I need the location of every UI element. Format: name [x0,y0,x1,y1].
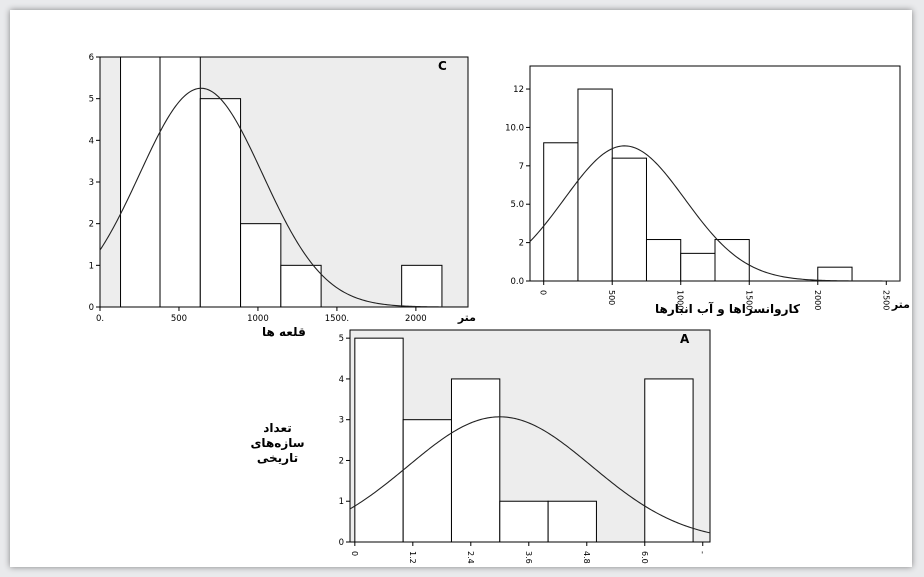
chart-b-xtick-label-3: 1500 [744,290,753,310]
chart-b-xlabel: کاروانسراها و آب انبارها [655,302,801,316]
chart-b-ytick-label-1: 2 [519,239,524,249]
chart-c-bar-4 [240,223,282,307]
chart-c-xtick-label-1: 500 [171,314,187,324]
chart-b-unit-label: متر [891,298,910,311]
chart-a-bar-3 [450,378,501,542]
chart-c-histogram: 0 1 2 3 4 5 6 0. 500 1000 1500. 2000 C متر قلعه ها [88,53,488,340]
figure-frame: 0 1 2 3 4 5 6 0. 500 1000 1500. 2000 C متر قلعه ها 0.… [10,10,912,567]
chart-b-xtick-label-1: 500 [607,290,616,305]
chart-b-marks [530,88,900,281]
chart-b-xtick-label-2: 1000 [676,290,685,310]
chart-a-ylabel-line-3: تاریخی [256,451,299,465]
chart-a-xtick-label-6: - [698,551,707,554]
chart-a-ylabel-line-1: تعداد [263,421,292,435]
chart-c-xlabel: قلعه ها [262,325,306,339]
chart-a-panel-letter: A [680,332,690,346]
chart-b-bar-2 [577,88,613,281]
chart-a-normal-curve [350,416,710,534]
chart-c-ytick-label-0: 0 [89,303,94,313]
chart-c-xtick-label-3: 1500. [325,314,349,324]
chart-c-xtick-label-4: 2000 [405,314,427,324]
chart-b-ytick-label-4: 10.0 [505,123,524,133]
chart-a-histogram: 0 1 2 3 4 5 0 1.2 2.4 3.6 4.8 6.0 - A تعداد سازه‌های … [250,328,720,564]
chart-a-bar-5 [547,500,597,542]
chart-c-ytick-label-3: 3 [89,178,94,188]
chart-c-panel-letter: C [438,59,447,73]
chart-a-xtick-label-0: 0 [350,551,359,556]
chart-b-bar-6 [714,239,750,281]
chart-c-bar-3 [199,98,242,307]
chart-a-ytick-label-5: 5 [339,334,344,344]
chart-a-ytick-label-1: 1 [339,497,344,507]
chart-a-xtick-label-5: 6.0 [640,551,649,564]
chart-c-bar-6 [401,264,443,307]
chart-a-bar-6 [644,378,694,542]
chart-b-xtick-label-0: 0 [539,290,548,295]
chart-c-bar-1 [120,57,161,307]
chart-c-xtick-label-0: 0. [96,314,104,324]
chart-b-ytick-label-0: 0.0 [510,277,524,287]
chart-a-marks [350,337,710,542]
chart-c-unit-label: متر [457,311,476,324]
chart-c-plot: 0 1 2 3 4 5 6 0. 500 1000 1500. 2000 C متر [89,53,476,324]
chart-c-ytick-label-5: 5 [89,95,94,105]
chart-b-ytick-label-3: 7 [519,162,524,172]
chart-b-xtick-label-5: 2500 [881,290,890,310]
chart-a-xtick-label-1: 1.2 [408,551,417,564]
chart-a-ylabel: تعداد سازه‌های تاریخی [250,421,305,466]
chart-b-histogram: 0.0 2 5.0 7 10.0 12 0 500 1000 1500 2000 2500 متر کا… [500,60,910,330]
chart-a-ytick-label-3: 3 [339,416,344,426]
chart-c-normal-curve [100,87,468,307]
chart-a-xtick-label-4: 4.8 [582,551,591,564]
chart-c-marks [100,57,468,307]
chart-a-ytick-label-4: 4 [339,375,344,385]
chart-a-ytick-label-2: 2 [339,456,344,466]
chart-c-ytick-label-4: 4 [89,136,94,146]
chart-b-ytick-label-2: 5.0 [510,200,524,210]
chart-b-plot: 0.0 2 5.0 7 10.0 12 0 500 1000 1500 2000 2500 متر [505,65,910,311]
chart-b-bar-7 [817,266,853,281]
chart-b-bar-1 [543,142,579,281]
chart-b-normal-curve [530,145,900,281]
chart-a-ytick-label-0: 0 [339,538,344,548]
chart-b-bar-4 [645,239,682,281]
chart-c-ytick-label-2: 2 [89,220,94,230]
chart-b-ytick-label-5: 12 [513,85,524,95]
chart-a-bar-1 [354,337,404,542]
chart-b-bar-3 [611,157,647,281]
chart-b-bar-5 [680,252,716,281]
chart-c-xtick-label-2: 1000 [247,314,269,324]
chart-a-bar-4 [499,500,549,542]
chart-c-ytick-label-1: 1 [89,261,94,271]
chart-a-ylabel-line-2: سازه‌های [250,436,305,450]
chart-c-ytick-label-6: 6 [89,53,94,63]
chart-c-bar-2 [159,57,201,307]
chart-a-plot: 0 1 2 3 4 5 0 1.2 2.4 3.6 4.8 6.0 - A [339,329,711,564]
chart-a-xtick-label-3: 3.6 [524,551,533,564]
chart-a-xtick-label-2: 2.4 [466,551,475,564]
chart-c-bar-5 [280,264,322,307]
chart-b-xtick-label-4: 2000 [813,290,822,310]
